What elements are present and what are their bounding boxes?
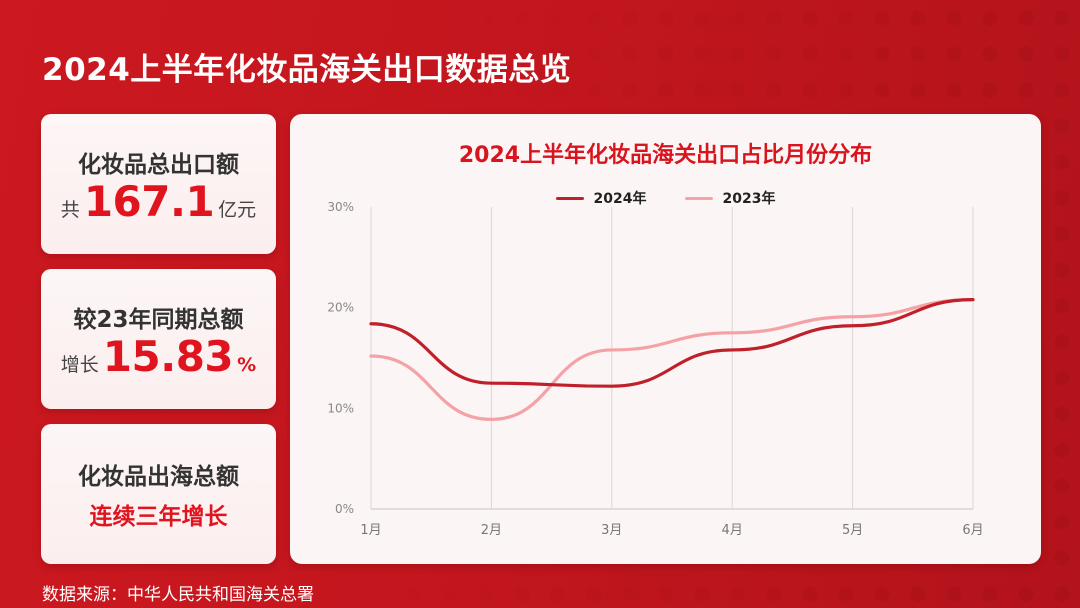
card-suffix: 亿元 [218,199,257,221]
legend-label: 2024年 [593,191,647,207]
x-tick-label: 2月 [481,523,502,538]
x-tick-label: 6月 [962,523,983,538]
chart-legend: 2024年 2023年 [290,188,1041,208]
y-tick-label: 30% [327,200,354,214]
card-prefix: 共 [60,199,80,221]
card-label: 化妆品总出口额 [78,152,239,178]
card-value-row: 增长 15.83 % [61,336,256,378]
x-tick-label: 1月 [360,523,381,538]
card-highlight: 连续三年增长 [89,504,228,530]
data-source-footer: 数据来源：中华人民共和国海关总署 [42,585,314,605]
card-suffix: % [237,354,257,376]
chart-panel: 2024上半年化妆品海关出口占比月份分布 2024年 2023年 0% 10% 20… [290,114,1041,564]
card-prefix: 增长 [60,354,99,376]
chart-title: 2024上半年化妆品海关出口占比月份分布 [458,143,873,168]
card-value: 15.83 [102,332,234,381]
card-value-row: 共 167.1 亿元 [61,181,256,223]
x-tick-label: 5月 [842,523,863,538]
legend-swatch-2023 [684,196,713,200]
legend-item-2023[interactable]: 2023年 [684,188,776,208]
y-tick-label: 10% [327,401,354,415]
legend-swatch-2024 [555,196,584,200]
card-label: 较23年同期总额 [73,307,244,333]
x-tick-label: 3月 [601,523,622,538]
card-value: 167.1 [83,177,215,226]
y-tick-label: 20% [327,301,354,315]
card-label: 化妆品出海总额 [78,464,239,490]
stat-card-yoy-growth: 较23年同期总额 增长 15.83 % [41,269,276,409]
x-tick-label: 4月 [722,523,743,538]
legend-label: 2023年 [722,191,776,207]
line-chart: 0% 10% 20% 30% 1月 2月 3月 4月 5月 6月 [327,200,983,538]
series-line-2023年[interactable] [369,298,975,422]
stat-card-growth-streak: 化妆品出海总额 连续三年增长 [41,424,276,564]
stat-card-total-export: 化妆品总出口额 共 167.1 亿元 [41,114,276,254]
series-line-2024年[interactable] [369,298,975,388]
y-tick-label: 0% [335,502,354,516]
page-title: 2024上半年化妆品海关出口数据总览 [42,52,572,88]
legend-item-2024[interactable]: 2024年 [555,188,647,208]
